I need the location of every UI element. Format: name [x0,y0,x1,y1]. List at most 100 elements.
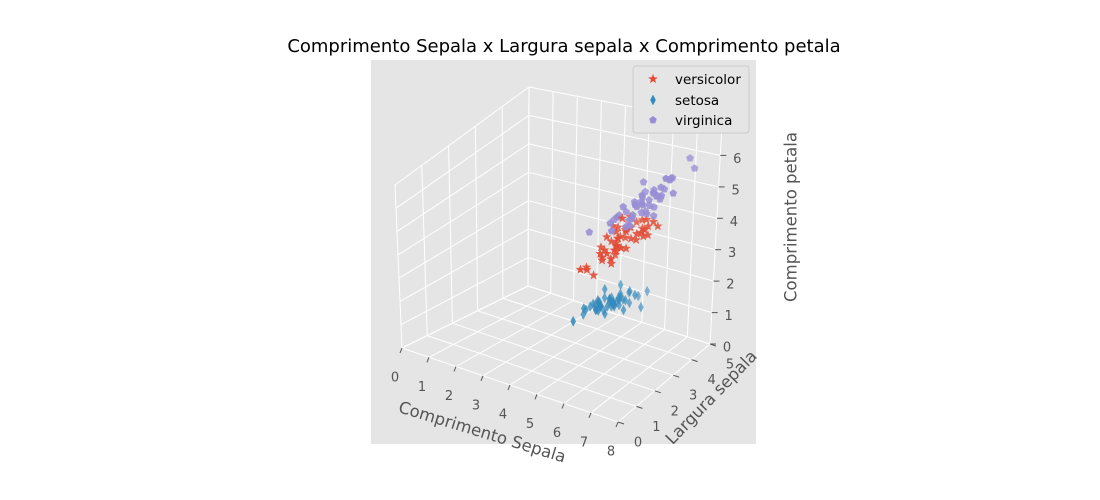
grid-line-y-left [394,184,403,349]
y-tick-mark [617,421,625,425]
legend-marker-versicolor [648,73,658,84]
grid-line-y-left [501,106,504,299]
point-virginica [607,226,616,235]
point-versicolor [617,213,628,223]
point-versicolor [613,222,623,232]
point-virginica [638,191,646,199]
x-tick-mark [615,421,619,428]
point-setosa [606,293,613,305]
point-virginica [632,202,641,211]
point-virginica [669,189,678,197]
x-tick-label: 8 [607,445,615,460]
point-virginica [686,154,694,162]
grid-line-y-floor [502,297,692,361]
grid-line-z-left [398,200,529,279]
point-virginica [606,219,615,227]
y-tick-label: 0 [634,436,642,451]
z-tick-label: 3 [728,246,736,261]
point-setosa [644,285,651,297]
x-tick-label: 2 [445,389,453,404]
point-versicolor [642,229,653,240]
grid-line-y-left [421,165,428,336]
grid-line-z-left [396,143,529,233]
point-versicolor [613,233,624,243]
point-virginica [628,211,637,219]
grid-line-z-left [399,228,529,302]
x-tick-label: 3 [472,398,480,413]
grid-line-y-left [527,86,530,287]
data-points [570,154,699,327]
point-virginica [621,222,630,231]
axis-ticks: 01234567801234501234567 [391,121,743,460]
z-tick-label: 2 [726,278,734,293]
grid-line-x-floor [563,329,665,404]
z-axis-label-group: Comprimento petala [782,132,801,302]
point-versicolor [575,264,586,274]
point-virginica [657,183,665,191]
point-versicolor [648,216,659,226]
point-versicolor [611,241,622,251]
grid-line-x-back [686,119,699,337]
x-tick-mark [507,384,511,391]
grid-line-y-floor [477,310,674,376]
point-versicolor [606,253,616,264]
point-virginica [642,209,651,218]
z-tick-label: 0 [723,341,731,356]
legend-frame [632,65,750,134]
y-tick-mark [636,405,643,409]
point-setosa [616,299,622,311]
grid-line-z-left [394,86,530,186]
grid-line-x-back [664,114,675,330]
y-tick-label: 3 [689,389,697,404]
x-tick-mark [480,375,484,381]
point-virginica [662,174,670,182]
z-tick-label: 4 [730,215,738,230]
y-tick-mark [673,374,680,378]
point-setosa [622,294,629,306]
z-tick-label: 5 [731,183,739,198]
point-versicolor [606,258,617,268]
point-versicolor [631,228,642,239]
y-tick-label: 2 [671,404,679,419]
legend-label-setosa: setosa [675,93,719,109]
point-virginica [690,164,699,172]
z-tick-label: 1 [725,309,733,324]
y-tick-mark [654,390,661,394]
legend: versicolor setosa virginica [632,65,750,134]
x-tick-label: 0 [391,371,399,386]
grid-line-x-back [573,96,578,301]
point-virginica [613,213,622,221]
point-setosa [580,302,587,314]
point-virginica [649,211,658,220]
point-versicolor [620,232,631,242]
legend-markers [648,73,658,124]
z-axis-label: Comprimento petala [782,132,801,302]
legend-marker-virginica [649,115,657,124]
point-setosa [601,283,608,295]
x-tick-label: 5 [526,417,534,432]
x-tick-mark [588,412,592,418]
chart-title: Comprimento Sepala x Largura sepala x Co… [287,36,840,57]
point-versicolor [641,214,652,224]
grid-line-z-back [528,228,714,282]
legend-label-virginica: virginica [675,113,732,129]
grid-line-x-back [550,91,554,294]
grid-line-y-floor [452,322,655,392]
grid-line-z-left [395,114,530,209]
y-tick-label: 1 [652,420,660,435]
y-tick-mark [691,359,698,363]
grid-line-z-left [400,257,529,326]
point-setosa [570,315,577,327]
point-virginica [639,178,648,186]
pane-floor [402,286,710,422]
grid-line-x-back [709,123,723,345]
grid-line-x-floor [428,292,552,358]
point-setosa [620,304,627,316]
point-virginica [619,202,628,211]
y-tick-label: 4 [707,373,715,388]
grid-line-y-left [448,145,453,324]
grid-line-x-floor [482,307,597,377]
x-tick-mark [453,366,457,372]
grid-line-z-back [528,200,716,251]
